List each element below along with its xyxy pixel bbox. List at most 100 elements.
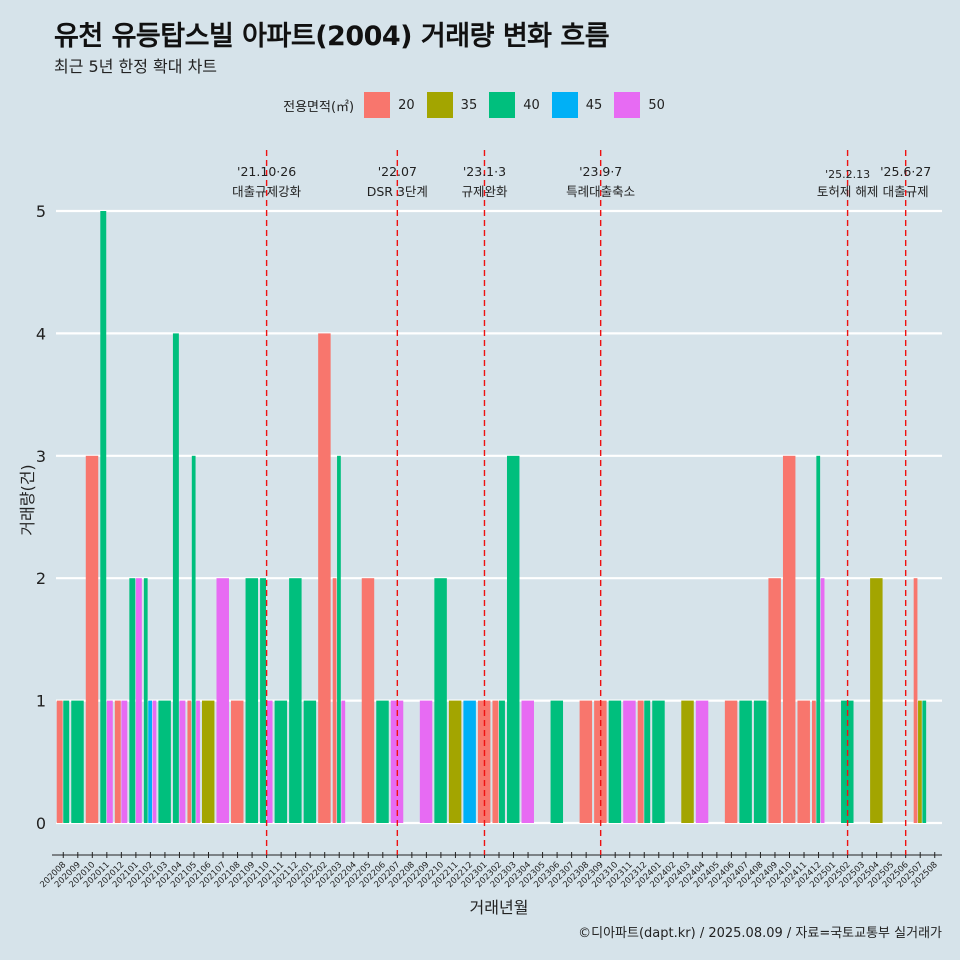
bar-50-202107 bbox=[216, 578, 229, 823]
y-tick-label: 5 bbox=[36, 202, 46, 221]
event-date-label: '23.1·3 bbox=[463, 164, 506, 179]
bar-20-202105 bbox=[187, 700, 192, 823]
bar-40-202103 bbox=[158, 700, 171, 823]
bar-45-202102 bbox=[148, 700, 152, 823]
bar-40-202303 bbox=[506, 455, 520, 823]
bar-40-202203 bbox=[337, 455, 341, 823]
bar-40-202306 bbox=[550, 700, 564, 823]
bar-40-202112 bbox=[289, 578, 302, 823]
bar-50-202203 bbox=[341, 700, 346, 823]
bar-40-202110 bbox=[260, 578, 267, 823]
bar-20-202202 bbox=[318, 333, 331, 823]
legend-key-40 bbox=[489, 92, 516, 118]
bar-40-202408 bbox=[753, 700, 767, 823]
legend-label-35: 35 bbox=[460, 97, 478, 113]
bar-20-202108 bbox=[231, 700, 244, 823]
event-text-label: 규제완화 bbox=[461, 184, 508, 199]
bar-20-202406 bbox=[724, 700, 738, 823]
bar-20-202308 bbox=[579, 700, 593, 823]
bar-40-202310 bbox=[608, 700, 622, 823]
bar-20-202008 bbox=[56, 700, 63, 823]
bar-20-202412 bbox=[812, 700, 816, 823]
bar-45-202212 bbox=[463, 700, 476, 823]
bar-35-202211 bbox=[448, 700, 462, 823]
bar-35-202403 bbox=[681, 700, 694, 823]
bar-40-202104 bbox=[172, 333, 179, 823]
bar-50-202311 bbox=[623, 700, 636, 823]
legend-item-40: 40 bbox=[489, 92, 540, 118]
bar-40-202008 bbox=[63, 700, 70, 823]
bar-50-202412 bbox=[820, 578, 825, 823]
event-text-label: 토허제 해제 bbox=[817, 184, 878, 199]
legend-label-50: 50 bbox=[648, 97, 665, 113]
bar-50-202304 bbox=[521, 700, 534, 823]
bar-40-202111 bbox=[274, 700, 288, 823]
bar-50-202110 bbox=[266, 700, 273, 823]
bar-40-202109 bbox=[245, 578, 259, 823]
bar-20-202012 bbox=[114, 700, 121, 823]
bar-40-202105 bbox=[191, 455, 196, 823]
bar-50-202105 bbox=[196, 700, 200, 823]
bar-40-202312 bbox=[644, 700, 651, 823]
legend: 전용면적(㎡) 20 35 40 45 50 bbox=[0, 92, 960, 118]
y-tick-label: 3 bbox=[36, 447, 46, 466]
bar-40-202201 bbox=[303, 700, 317, 823]
event-date-label: '25.2.13 bbox=[825, 168, 870, 181]
bar-40-202009 bbox=[71, 700, 84, 823]
x-axis-label: 거래년월 bbox=[470, 898, 529, 917]
y-tick-label: 1 bbox=[36, 692, 46, 711]
event-date-label: '21.10·26 bbox=[237, 164, 296, 179]
event-text-label: 대출규제 bbox=[883, 184, 929, 199]
event-text-label: 대출규제강화 bbox=[232, 184, 302, 199]
bar-40-202412 bbox=[816, 455, 821, 823]
bar-50-202104 bbox=[179, 700, 186, 823]
bar-20-202203 bbox=[332, 578, 337, 823]
bar-50-202209 bbox=[419, 700, 433, 823]
bar-20-202010 bbox=[85, 455, 99, 823]
legend-key-35 bbox=[426, 92, 453, 118]
event-text-label: DSR 3단계 bbox=[367, 184, 428, 199]
legend-key-45 bbox=[551, 92, 578, 118]
y-tick-label: 2 bbox=[36, 569, 46, 588]
bar-40-202302 bbox=[499, 700, 505, 823]
bar-20-202205 bbox=[361, 578, 375, 823]
event-text-label: 특례대출축소 bbox=[566, 184, 635, 199]
bar-50-202102 bbox=[152, 700, 157, 823]
chart-subtitle: 최근 5년 한정 확대 차트 bbox=[54, 57, 218, 76]
legend-label-45: 45 bbox=[585, 97, 603, 113]
y-tick-label: 0 bbox=[36, 814, 46, 833]
event-date-label: '22.07 bbox=[378, 164, 417, 179]
bar-35-202504 bbox=[870, 578, 883, 823]
caption: ©디아파트(dapt.kr) / 2025.08.09 / 자료=국토교통부 실… bbox=[578, 926, 942, 941]
bar-50-202012 bbox=[121, 700, 128, 823]
bar-35-202106 bbox=[201, 700, 215, 823]
legend-key-20 bbox=[364, 92, 391, 118]
bar-20-202411 bbox=[797, 700, 810, 823]
legend-label-40: 40 bbox=[523, 97, 540, 113]
y-tick-label: 4 bbox=[36, 324, 46, 343]
bar-40-202101 bbox=[129, 578, 136, 823]
bar-20-202410 bbox=[782, 455, 796, 823]
legend-key-50 bbox=[614, 92, 641, 118]
bar-40-202401 bbox=[652, 700, 665, 823]
y-axis-label: 거래량(건) bbox=[18, 464, 37, 535]
legend-item-50: 50 bbox=[614, 92, 665, 118]
legend-item-45: 45 bbox=[551, 92, 603, 118]
legend-title: 전용면적(㎡) bbox=[283, 99, 355, 115]
bar-50-202011 bbox=[106, 700, 113, 823]
bar-40-202210 bbox=[434, 578, 447, 823]
legend-label-20: 20 bbox=[398, 97, 415, 113]
legend-item-20: 20 bbox=[364, 92, 415, 118]
event-date-label: '25.6·27 bbox=[880, 164, 931, 179]
bar-20-202507 bbox=[913, 578, 918, 823]
bar-20-202302 bbox=[492, 700, 499, 823]
bar-50-202404 bbox=[695, 700, 709, 823]
bar-40-202206 bbox=[376, 700, 389, 823]
bar-40-202507 bbox=[922, 700, 927, 823]
legend-item-35: 35 bbox=[426, 92, 478, 118]
event-date-label: '23.9·7 bbox=[579, 164, 622, 179]
bar-40-202102 bbox=[143, 578, 148, 823]
bar-20-202409 bbox=[768, 578, 781, 823]
